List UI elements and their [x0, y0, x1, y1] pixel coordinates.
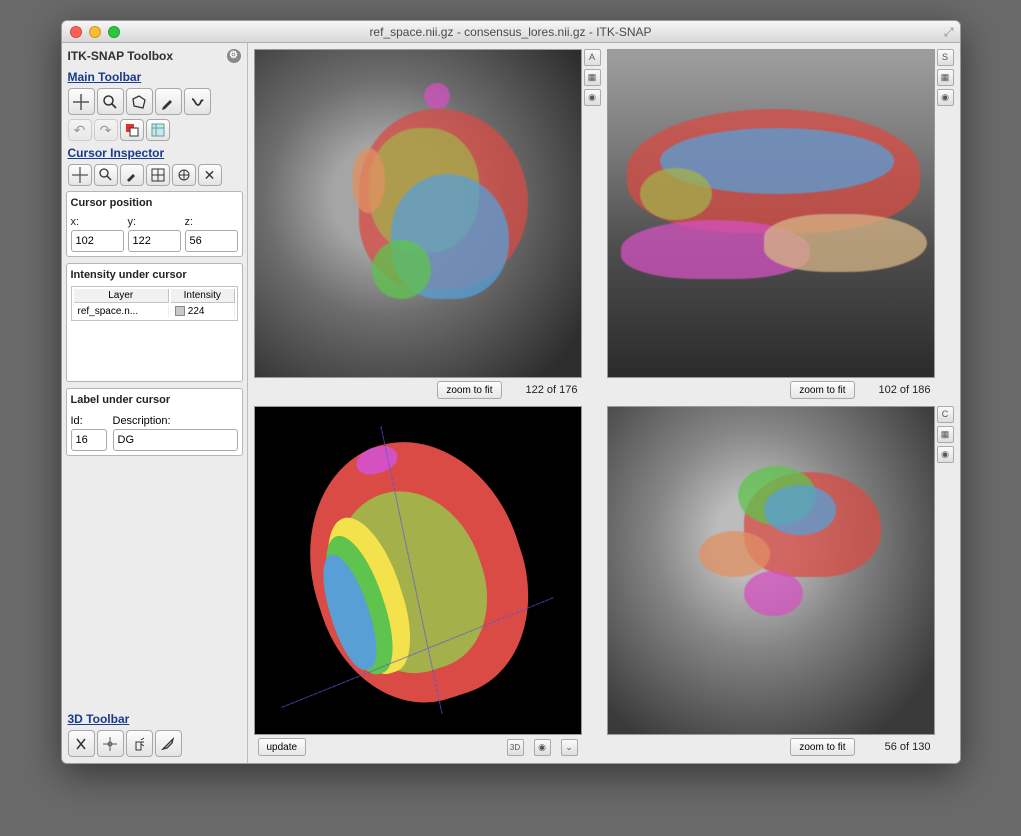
cell-intensity: 224	[171, 305, 234, 318]
axial-side-buttons: A ▦ ◉	[584, 49, 601, 106]
main-toolbar	[66, 86, 243, 117]
sagittal-zoom-to-fit[interactable]: zoom to fit	[790, 381, 854, 399]
zoom-tool[interactable]	[97, 88, 124, 115]
main-toolbar-label: Main Toolbar	[66, 67, 243, 86]
view-grid: A ▦ ◉ zoom to fit 122 of 176	[248, 43, 960, 763]
layer-inspector-button[interactable]	[146, 119, 170, 141]
table-row[interactable]: ref_space.n... 224	[74, 305, 235, 318]
resize-icon[interactable]: ⤢	[944, 25, 954, 40]
camera-icon[interactable]: ◉	[534, 739, 551, 756]
coronal-side-buttons: C ▦ ◉	[937, 406, 954, 463]
snake-tool[interactable]	[184, 88, 211, 115]
cursor-position-title: Cursor position	[71, 196, 238, 212]
render3d-canvas[interactable]	[254, 406, 582, 735]
sagittal-slice-text: 102 of 186	[865, 384, 931, 396]
gear-icon[interactable]: ⚙	[227, 49, 241, 63]
toolbar3d-label: 3D Toolbar	[66, 709, 243, 728]
grid-icon[interactable]: ▦	[937, 426, 954, 443]
sagittal-canvas[interactable]	[607, 49, 935, 378]
grid-icon[interactable]: ▦	[584, 69, 601, 86]
window-title: ref_space.nii.gz - consensus_lores.nii.g…	[62, 25, 960, 39]
col-layer: Layer	[74, 289, 170, 303]
zoom-button[interactable]	[108, 26, 120, 38]
polygon-tool[interactable]	[126, 88, 153, 115]
label-under-cursor-panel: Label under cursor Id: Description:	[66, 388, 243, 456]
3d-rotate-tool[interactable]	[68, 730, 95, 757]
label-id-input[interactable]	[71, 429, 107, 451]
axial-zoom-to-fit[interactable]: zoom to fit	[437, 381, 501, 399]
label-desc-input[interactable]	[113, 429, 238, 451]
label-under-cursor-title: Label under cursor	[71, 393, 238, 409]
y-label: y:	[128, 216, 137, 228]
main-toolbar-row2: ↶ ↷	[66, 117, 243, 143]
titlebar: ref_space.nii.gz - consensus_lores.nii.g…	[62, 21, 960, 43]
undo-button[interactable]: ↶	[68, 119, 92, 141]
3d-scalpel-tool[interactable]	[155, 730, 182, 757]
id-label: Id:	[71, 415, 83, 427]
desc-label: Description:	[113, 415, 171, 427]
intensity-table: LayerIntensity ref_space.n... 224	[71, 286, 238, 321]
cursor-inspector-label: Cursor Inspector	[66, 143, 243, 162]
inspector-crosshair[interactable]	[68, 164, 92, 186]
camera-icon[interactable]: ◉	[937, 89, 954, 106]
x-label: x:	[71, 216, 80, 228]
cell-layer: ref_space.n...	[74, 305, 170, 318]
grid-icon[interactable]: ▦	[937, 69, 954, 86]
axial-canvas[interactable]	[254, 49, 582, 378]
inspector-zoom[interactable]	[94, 164, 118, 186]
inspector-brush[interactable]	[120, 164, 144, 186]
col-intensity: Intensity	[171, 289, 234, 303]
sagittal-side-buttons: S ▦ ◉	[937, 49, 954, 106]
chevron-down-icon[interactable]: ⌄	[561, 739, 578, 756]
render3d-view: update 3D ◉ ⌄	[254, 406, 582, 757]
content: ITK-SNAP Toolbox ⚙ Main Toolbar ↶ ↷ Curs…	[62, 43, 960, 763]
sidebar-title: ITK-SNAP Toolbox	[68, 49, 174, 63]
inspector-toolbar: ✕	[66, 162, 243, 188]
minimize-button[interactable]	[89, 26, 101, 38]
close-button[interactable]	[70, 26, 82, 38]
sidebar-title-row: ITK-SNAP Toolbox ⚙	[66, 47, 243, 67]
coronal-canvas[interactable]	[607, 406, 935, 735]
app-window: ref_space.nii.gz - consensus_lores.nii.g…	[61, 20, 961, 764]
intensity-swatch-icon	[175, 306, 185, 316]
sidebar: ITK-SNAP Toolbox ⚙ Main Toolbar ↶ ↷ Curs…	[62, 43, 248, 763]
render3d-3d-icon[interactable]: 3D	[507, 739, 524, 756]
x-input[interactable]	[71, 230, 124, 252]
camera-icon[interactable]: ◉	[937, 446, 954, 463]
3d-crosshair-tool[interactable]	[97, 730, 124, 757]
toolbar3d	[66, 728, 243, 759]
crosshair-tool[interactable]	[68, 88, 95, 115]
axial-view: A ▦ ◉ zoom to fit 122 of 176	[254, 49, 582, 400]
camera-icon[interactable]: ◉	[584, 89, 601, 106]
coronal-zoom-to-fit[interactable]: zoom to fit	[790, 738, 854, 756]
intensity-title: Intensity under cursor	[71, 268, 238, 284]
render3d-update[interactable]: update	[258, 738, 307, 756]
paintbrush-tool[interactable]	[155, 88, 182, 115]
traffic-lights	[70, 26, 120, 38]
inspector-globe[interactable]	[172, 164, 196, 186]
inspector-grid[interactable]	[146, 164, 170, 186]
y-input[interactable]	[128, 230, 181, 252]
coronal-view: C ▦ ◉ zoom to fit 56 of 130	[607, 406, 935, 757]
redo-button[interactable]: ↷	[94, 119, 118, 141]
axial-slice-text: 122 of 176	[512, 384, 578, 396]
z-input[interactable]	[185, 230, 238, 252]
inspector-tools[interactable]: ✕	[198, 164, 222, 186]
3d-spray-tool[interactable]	[126, 730, 153, 757]
label-palette-button[interactable]	[120, 119, 144, 141]
cursor-position-panel: Cursor position x: y: z:	[66, 191, 243, 257]
z-label: z:	[185, 216, 194, 228]
intensity-panel: Intensity under cursor LayerIntensity re…	[66, 263, 243, 382]
coronal-slice-text: 56 of 130	[865, 741, 931, 753]
axial-tag[interactable]: A	[584, 49, 601, 66]
coronal-tag[interactable]: C	[937, 406, 954, 423]
sagittal-tag[interactable]: S	[937, 49, 954, 66]
sagittal-view: S ▦ ◉ zoom to fit 102 of 186	[607, 49, 935, 400]
